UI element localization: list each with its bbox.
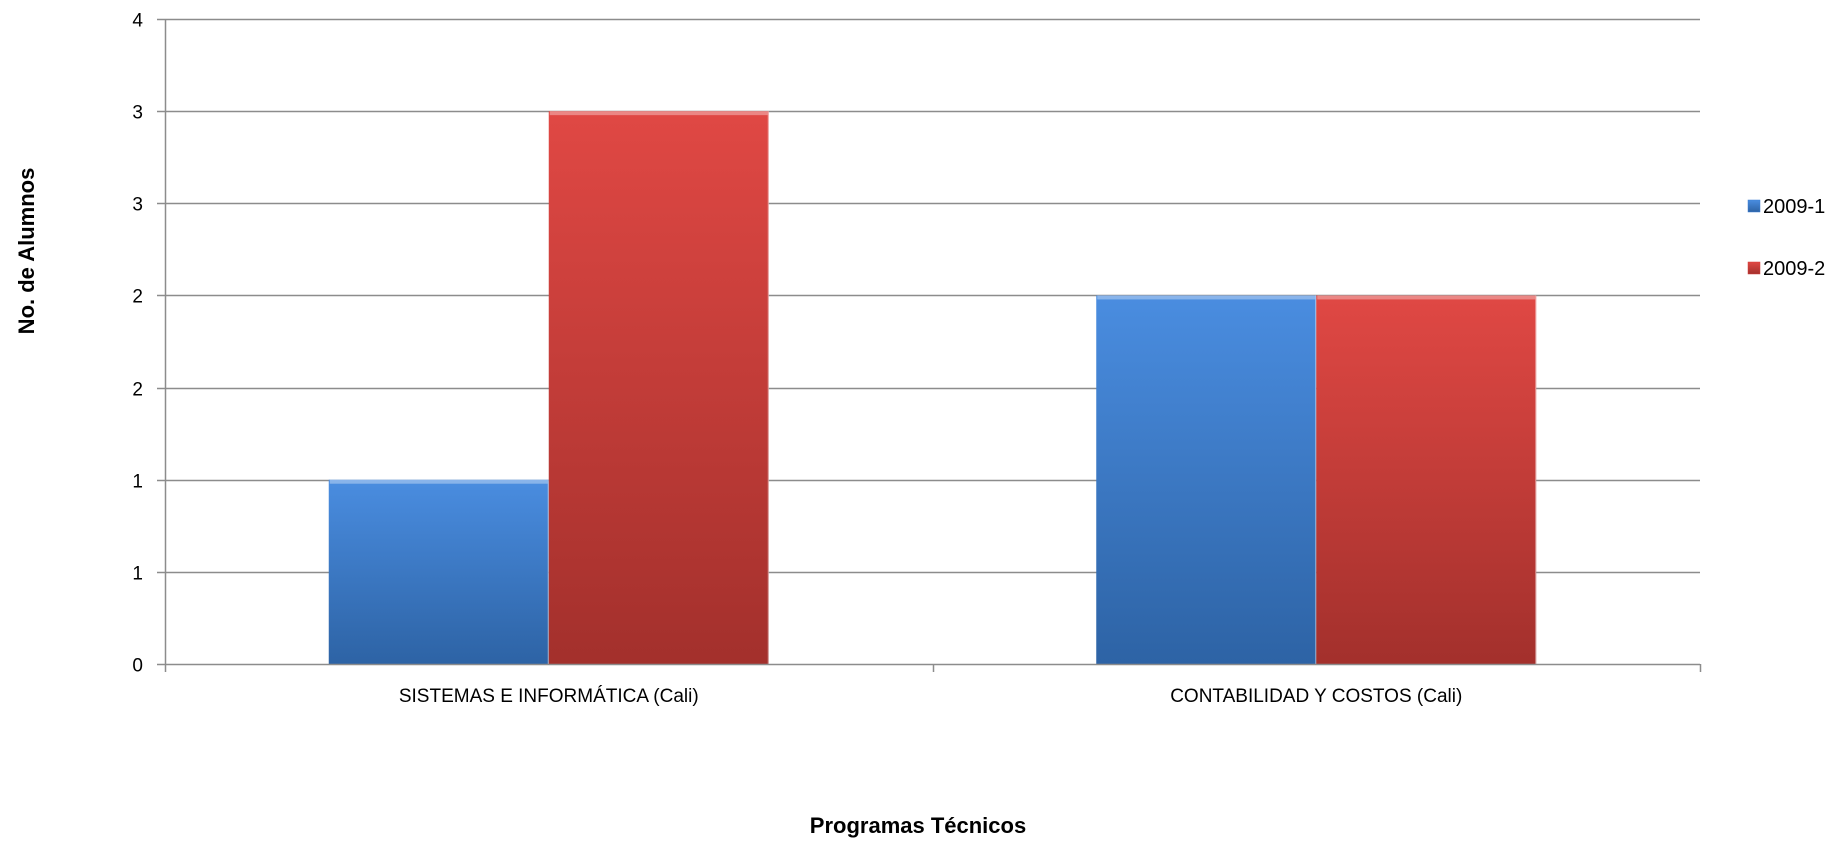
legend-label: 2009-2	[1763, 258, 1825, 280]
x-category-label: SISTEMAS E INFORMÁTICA (Cali)	[399, 686, 699, 707]
y-tick-label: 4	[132, 11, 143, 32]
bar-highlight	[1097, 295, 1316, 300]
bar-highlight	[549, 111, 768, 116]
bar-2009-1-0	[328, 479, 549, 664]
legend-swatch	[1747, 199, 1761, 213]
y-tick-label: 3	[132, 103, 143, 124]
y-axis-title: No. de Alumnos	[14, 168, 39, 335]
bar-highlight	[329, 479, 548, 484]
y-tick-label: 0	[132, 656, 143, 677]
x-category-label: CONTABILIDAD Y COSTOS (Cali)	[1170, 686, 1462, 707]
bar-highlight	[1317, 295, 1536, 300]
y-tick-label: 1	[132, 564, 143, 585]
axes: 0 1 1 2 2 3 3 4 SISTEMAS E INFORMÁTICA (Cali) CON…	[132, 11, 1702, 707]
legend-label: 2009-1	[1763, 196, 1825, 218]
y-tick-label: 2	[132, 380, 143, 401]
y-tick-label: 2	[132, 287, 143, 308]
y-tick-label: 3	[132, 195, 143, 216]
bar-2009-2-1	[1316, 295, 1537, 664]
bars	[328, 111, 1537, 664]
legend: 2009-1 2009-2	[1747, 196, 1825, 280]
bar-2009-1-1	[1096, 295, 1317, 664]
x-axis-title: Programas Técnicos	[810, 813, 1026, 838]
y-tick-label: 1	[132, 472, 143, 493]
legend-swatch	[1747, 261, 1761, 275]
bar-2009-2-0	[548, 111, 769, 664]
